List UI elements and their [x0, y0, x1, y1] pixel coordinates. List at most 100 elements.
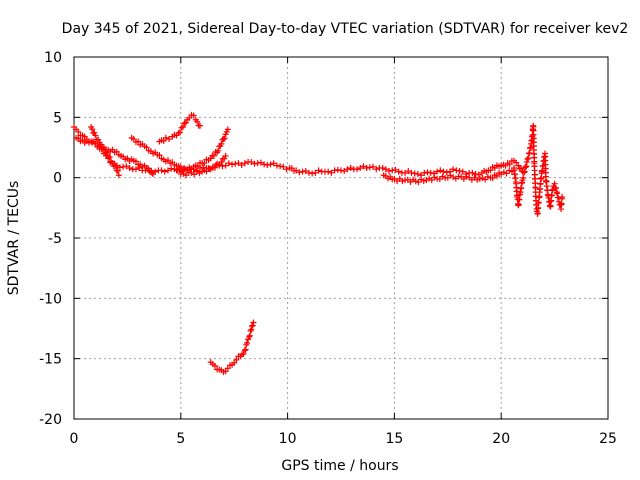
data-point [89, 126, 96, 133]
data-point [559, 193, 566, 200]
y-tick-label: -20 [39, 412, 62, 428]
data-point [270, 160, 277, 167]
data-point [293, 167, 300, 174]
data-point [225, 160, 232, 167]
data-point [106, 154, 113, 161]
data-point [148, 167, 155, 174]
y-tick-labels: -20 -15 -10 -5 0 5 10 [39, 50, 62, 428]
data-point [132, 158, 139, 165]
data-point [450, 166, 457, 173]
y-tick-label: -15 [39, 352, 62, 368]
data-point [382, 166, 389, 173]
data-point [241, 347, 248, 354]
plot-frame [73, 56, 609, 420]
data-point [428, 177, 435, 184]
data-point [347, 165, 354, 172]
data-point [194, 118, 201, 125]
data-point [344, 166, 351, 173]
data-point [395, 168, 402, 175]
data-point [402, 169, 409, 176]
data-point [312, 169, 319, 176]
data-point [220, 136, 227, 143]
data-point [459, 168, 466, 175]
data-point [177, 129, 184, 136]
data-point [113, 148, 120, 155]
data-point [95, 136, 102, 143]
data-point [436, 176, 443, 183]
data-point [261, 161, 268, 168]
data-point [231, 359, 238, 366]
data-point [283, 166, 290, 173]
data-point [463, 173, 470, 180]
data-point [218, 140, 225, 147]
data-point [249, 322, 256, 329]
data-point [130, 136, 137, 143]
x-tick-label: 10 [279, 431, 297, 447]
data-point [75, 128, 82, 135]
y-tick-label: 10 [44, 50, 62, 66]
data-point [412, 178, 419, 185]
data-point [553, 185, 560, 192]
data-point [201, 160, 208, 167]
data-point [91, 129, 98, 136]
data-point [181, 165, 188, 172]
data-point [248, 158, 255, 165]
y-axis-label: SDTVAR / TECUs [6, 181, 22, 296]
data-point [366, 164, 373, 171]
data-point [191, 171, 198, 178]
data-point [132, 166, 139, 173]
data-point [440, 168, 447, 175]
data-point [551, 180, 558, 187]
data-point [229, 161, 236, 168]
x-tick-label: 20 [492, 431, 510, 447]
data-point [370, 163, 377, 170]
data-point [145, 165, 152, 172]
data-point [182, 119, 189, 126]
data-point [224, 126, 231, 133]
data-point [232, 160, 239, 167]
data-point [135, 138, 142, 145]
data-point [437, 167, 444, 174]
x-tick-label: 0 [70, 431, 79, 447]
data-point [302, 168, 309, 175]
data-point [222, 152, 229, 159]
data-point [484, 173, 491, 180]
data-point [257, 159, 264, 166]
data-point [221, 135, 228, 142]
data-point [277, 163, 284, 170]
data-point [482, 176, 489, 183]
data-point [113, 167, 120, 174]
data-point [222, 368, 229, 375]
data-point [181, 120, 188, 127]
data-point [164, 167, 171, 174]
data-point [456, 168, 463, 175]
data-point [162, 134, 169, 141]
data-point [415, 179, 422, 186]
data-point [525, 155, 532, 162]
data-point [123, 163, 130, 170]
y-tick-label: 5 [53, 110, 62, 126]
data-point [89, 139, 96, 146]
x-tick-label: 15 [385, 431, 403, 447]
data-point [414, 171, 421, 178]
y-tick-label: 0 [53, 171, 62, 187]
data-point [197, 122, 204, 129]
data-point [176, 167, 183, 174]
data-point [92, 132, 99, 139]
data-point [211, 164, 218, 171]
data-point [363, 165, 370, 172]
data-point [156, 152, 163, 159]
data-point [158, 167, 165, 174]
x-tick-labels: 0 5 10 15 20 25 [70, 431, 617, 447]
data-point [218, 158, 225, 165]
data-point [469, 169, 476, 176]
data-point [103, 149, 110, 156]
data-point [392, 166, 399, 173]
data-point [215, 147, 222, 154]
data-point [273, 162, 280, 169]
data-point [515, 162, 522, 169]
data-point [160, 137, 167, 144]
data-point [513, 159, 520, 166]
data-point [476, 175, 483, 182]
data-point [249, 323, 255, 330]
